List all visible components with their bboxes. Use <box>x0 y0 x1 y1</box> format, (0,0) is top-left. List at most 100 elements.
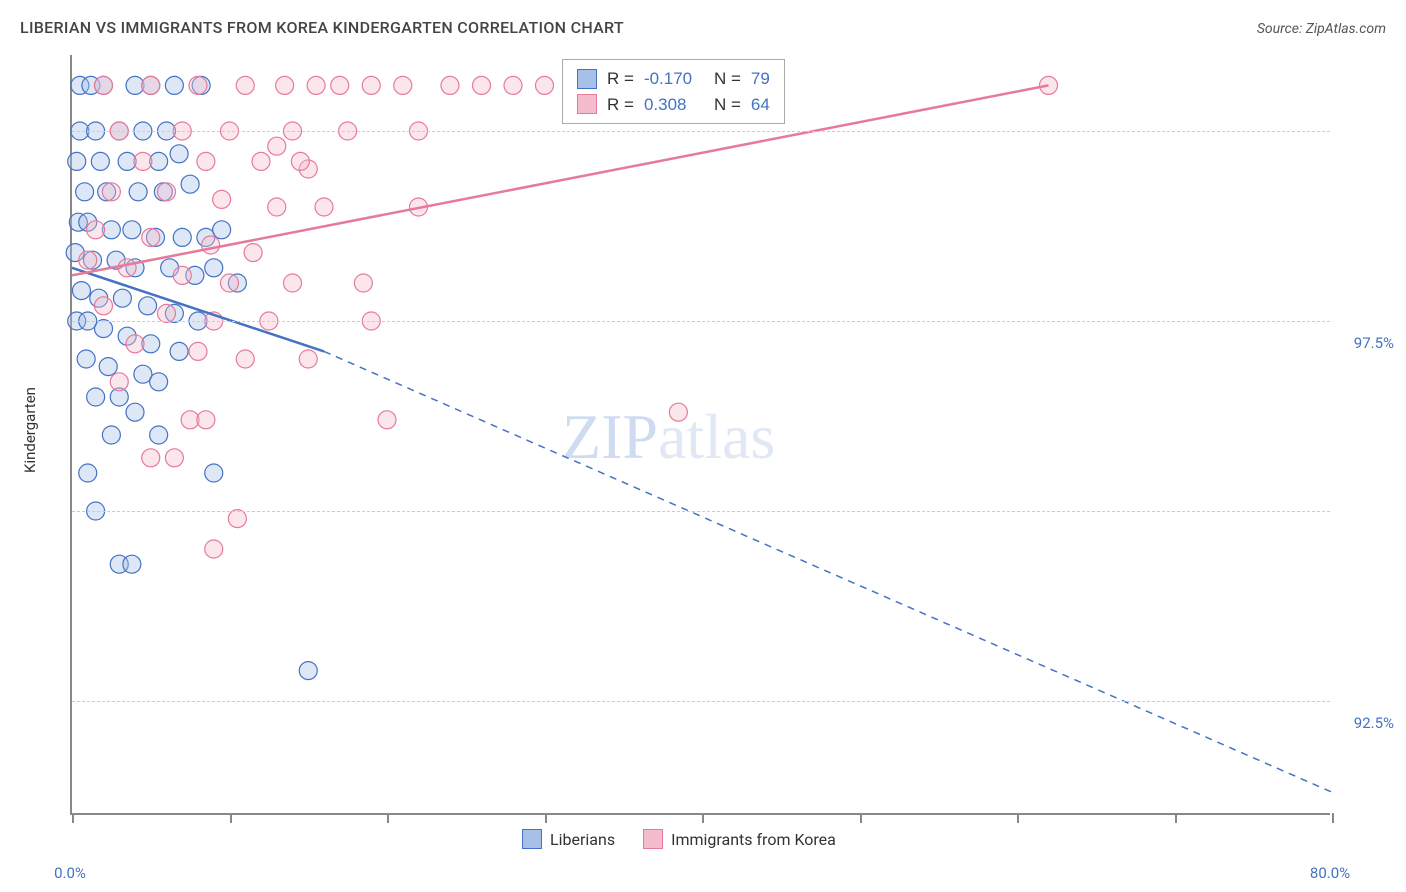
scatter-point <box>126 335 144 353</box>
y-tick-label: 97.5% <box>1354 334 1394 352</box>
scatter-point <box>202 236 220 254</box>
scatter-point <box>102 426 120 444</box>
x-tick-mark <box>72 813 74 823</box>
scatter-point <box>170 145 188 163</box>
scatter-point <box>99 358 117 376</box>
scatter-point <box>79 251 97 269</box>
scatter-point <box>95 76 113 94</box>
scatter-point <box>536 76 554 94</box>
scatter-point <box>315 198 333 216</box>
scatter-point <box>276 76 294 94</box>
scatter-point <box>150 426 168 444</box>
scatter-point <box>378 411 396 429</box>
scatter-point <box>504 76 522 94</box>
scatter-point <box>165 76 183 94</box>
scatter-point <box>129 183 147 201</box>
scatter-point <box>441 76 459 94</box>
scatter-point <box>197 411 215 429</box>
scatter-point <box>170 342 188 360</box>
scatter-point <box>72 282 90 300</box>
legend-item: Immigrants from Korea <box>643 829 836 849</box>
scatter-point <box>123 221 141 239</box>
scatter-point <box>102 183 120 201</box>
scatter-point <box>110 373 128 391</box>
n-value: 79 <box>751 66 770 92</box>
scatter-point <box>197 152 215 170</box>
scatter-point <box>221 274 239 292</box>
r-value: -0.170 <box>644 66 704 92</box>
n-value: 64 <box>751 92 770 118</box>
scatter-point <box>87 221 105 239</box>
scatter-point <box>228 510 246 528</box>
scatter-point <box>299 350 317 368</box>
scatter-point <box>181 175 199 193</box>
x-tick-mark <box>702 813 704 823</box>
scatter-point <box>213 221 231 239</box>
scatter-point <box>236 76 254 94</box>
grid-line <box>72 511 1330 512</box>
scatter-point <box>91 152 109 170</box>
scatter-point <box>77 350 95 368</box>
scatter-point <box>150 373 168 391</box>
plot-area: ZIPatlas R =-0.170N =79R =0.308N =64 Lib… <box>70 55 1330 815</box>
scatter-point <box>331 76 349 94</box>
scatter-point <box>158 304 176 322</box>
series-legend: Liberians Immigrants from Korea <box>522 829 836 849</box>
x-tick-mark <box>1332 813 1334 823</box>
scatter-point <box>139 297 157 315</box>
scatter-point <box>113 289 131 307</box>
scatter-point <box>123 555 141 573</box>
scatter-point <box>87 388 105 406</box>
scatter-point <box>158 183 176 201</box>
scatter-point <box>95 297 113 315</box>
scatter-point <box>299 662 317 680</box>
scatter-point <box>79 464 97 482</box>
scatter-point <box>362 76 380 94</box>
x-tick-mark <box>387 813 389 823</box>
scatter-point <box>142 76 160 94</box>
scatter-point <box>126 403 144 421</box>
scatter-point <box>189 76 207 94</box>
scatter-point <box>473 76 491 94</box>
scatter-point <box>394 76 412 94</box>
x-tick-mark <box>545 813 547 823</box>
scatter-point <box>236 350 254 368</box>
x-tick-label: 80.0% <box>1310 864 1350 882</box>
scatter-point <box>142 449 160 467</box>
x-tick-label: 0.0% <box>54 864 86 882</box>
scatter-point <box>284 274 302 292</box>
legend-item: Liberians <box>522 829 615 849</box>
series-swatch <box>577 69 597 89</box>
source-label: Source: ZipAtlas.com <box>1257 21 1386 37</box>
scatter-point <box>189 342 207 360</box>
scatter-point <box>669 403 687 421</box>
chart-title: LIBERIAN VS IMMIGRANTS FROM KOREA KINDER… <box>20 18 624 37</box>
scatter-point <box>173 228 191 246</box>
scatter-point <box>142 228 160 246</box>
scatter-point <box>307 76 325 94</box>
scatter-point <box>268 198 286 216</box>
scatter-point <box>76 183 94 201</box>
legend-label: Immigrants from Korea <box>671 830 836 849</box>
scatter-point <box>252 152 270 170</box>
scatter-point <box>165 449 183 467</box>
scatter-point <box>205 259 223 277</box>
scatter-point <box>173 266 191 284</box>
r-value: 0.308 <box>644 92 704 118</box>
legend-swatch <box>522 829 542 849</box>
scatter-point <box>118 259 136 277</box>
x-tick-mark <box>1175 813 1177 823</box>
grid-line <box>72 131 1330 132</box>
scatter-point <box>291 152 309 170</box>
trend-line-extrapolated <box>324 351 1332 792</box>
x-tick-mark <box>860 813 862 823</box>
scatter-point <box>205 540 223 558</box>
y-tick-label: 92.5% <box>1354 714 1394 732</box>
scatter-point <box>213 190 231 208</box>
n-label: N = <box>714 92 741 118</box>
r-label: R = <box>607 66 634 92</box>
n-label: N = <box>714 66 741 92</box>
x-tick-mark <box>1017 813 1019 823</box>
stats-row: R =0.308N =64 <box>577 92 770 118</box>
grid-line <box>72 321 1330 322</box>
